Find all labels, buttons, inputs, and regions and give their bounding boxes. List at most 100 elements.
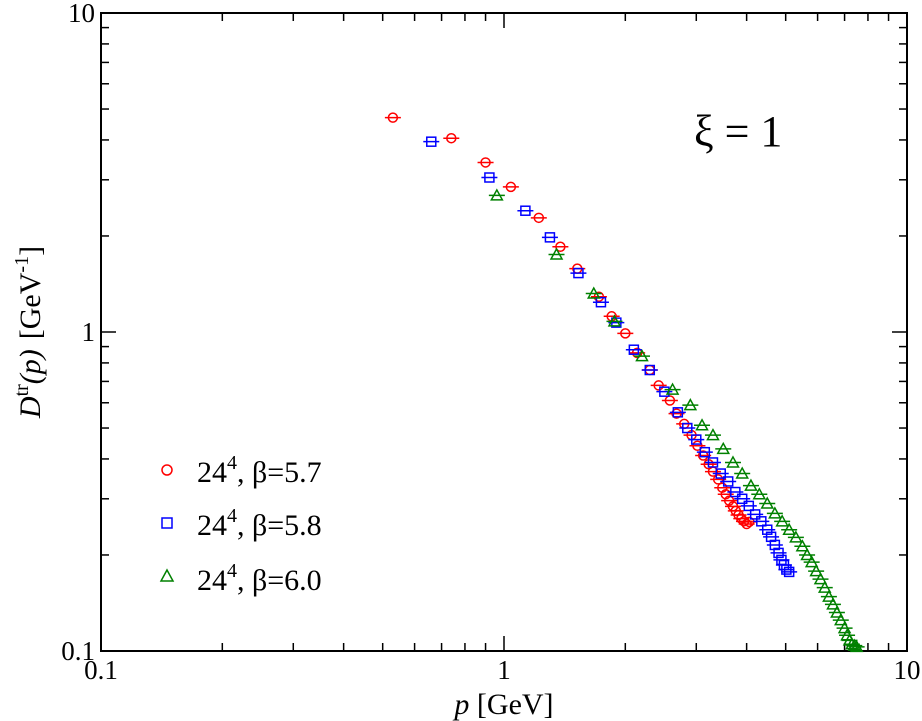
data-point-square [720, 476, 737, 487]
marker-triangle [809, 564, 823, 577]
data-point-triangle [759, 496, 776, 509]
data-point-square [778, 564, 795, 575]
marker-triangle [804, 555, 819, 568]
data-point-triangle [820, 589, 837, 602]
data-point-circle [738, 518, 755, 530]
data-point-triangle [724, 455, 741, 468]
marker-triangle [822, 589, 836, 602]
legend-label: 244, β=6.0 [197, 560, 322, 597]
data-point-triangle [799, 547, 816, 561]
y-tick-labels: 0.1 1 10 [61, 0, 95, 666]
marker-triangle [782, 522, 796, 535]
marker-square [736, 493, 748, 505]
data-point-triangle [787, 530, 804, 543]
xi-annotation: ξ = 1 [694, 107, 782, 156]
marker-circle [533, 212, 545, 224]
data-point-square [696, 446, 713, 458]
data-point-square [592, 296, 609, 308]
data-point-circle [617, 328, 634, 339]
data-point-square [481, 172, 498, 183]
marker-square [484, 172, 495, 183]
data-point-circle [443, 132, 460, 144]
marker-circle [653, 380, 664, 391]
marker-square [628, 344, 640, 355]
data-point-square [688, 434, 705, 445]
data-point-triangle [812, 572, 829, 585]
data-point-triangle [781, 522, 798, 535]
marker-circle [593, 291, 605, 302]
legend-label: 244, β=5.7 [197, 452, 322, 489]
data-point-square [517, 205, 534, 216]
marker-triangle [813, 572, 828, 585]
y-tick-label: 10 [68, 0, 95, 28]
marker-triangle [817, 580, 832, 593]
data-point-square [734, 493, 751, 505]
marker-circle [741, 518, 752, 530]
data-point-triangle [633, 349, 650, 362]
marker-circle [480, 157, 491, 168]
marker-circle [664, 395, 676, 406]
marker-triangle [683, 398, 698, 411]
legend-label: 244, β=5.8 [197, 505, 322, 542]
data-point-square [766, 539, 783, 551]
marker-circle [671, 408, 682, 419]
marker-square [672, 407, 684, 418]
svg-text:Dtr(p)[GeV-1]: Dtr(p) [GeV-1] [11, 246, 47, 419]
marker-square [773, 547, 784, 559]
data-point-triangle [488, 188, 505, 201]
marker-square [682, 422, 693, 434]
data-point-square [747, 509, 764, 520]
data-point-triangle [548, 247, 565, 260]
marker-square [544, 232, 556, 243]
data-point-square [669, 407, 686, 418]
data-point-triangle [808, 564, 825, 577]
marker-circle [505, 181, 517, 193]
data-point-triangle [734, 466, 751, 479]
data-point-triangle [816, 580, 833, 593]
data-point-circle [384, 112, 401, 123]
marker-circle [555, 241, 566, 253]
x-tick-label: 0.1 [84, 655, 118, 685]
legend-marker-square [161, 517, 173, 529]
marker-square [644, 364, 656, 376]
marker-circle [446, 132, 457, 144]
data-point-triangle [832, 613, 849, 626]
data-point-triangle [774, 514, 791, 527]
data-point-triangle [715, 441, 732, 455]
data-point-triangle [682, 398, 699, 411]
x-axis-title: p [GeV] [452, 688, 553, 721]
marker-triangle [800, 547, 814, 561]
y-axis-title: Dtr(p) [GeV-1] [11, 246, 47, 419]
x-tick-label: 10 [894, 655, 921, 685]
data-point-square [625, 344, 642, 355]
marker-triangle [607, 314, 622, 327]
marker-triangle [849, 639, 864, 653]
marker-square [722, 476, 734, 487]
y-axis-var: D [14, 396, 47, 419]
marker-triangle [665, 382, 680, 395]
marker-square [699, 446, 711, 458]
marker-triangle [735, 466, 749, 479]
marker-square [743, 500, 755, 512]
data-point-circle [502, 181, 519, 193]
marker-triangle [837, 621, 852, 634]
marker-triangle [744, 478, 758, 491]
marker-triangle [768, 506, 782, 519]
data-point-square [712, 468, 729, 479]
marker-circle [692, 440, 703, 451]
marker-square [715, 468, 726, 479]
data-point-triangle [848, 639, 865, 653]
marker-square [426, 136, 437, 147]
data-point-circle [552, 241, 569, 253]
y-tick-label: 0.1 [61, 636, 95, 666]
data-points [384, 112, 865, 653]
data-point-square [753, 516, 770, 527]
marker-triangle [706, 428, 720, 441]
marker-square [730, 486, 741, 498]
x-axis-unit: [GeV] [477, 688, 554, 721]
x-axis-var: p [452, 688, 469, 721]
data-point-circle [695, 450, 712, 461]
marker-square [769, 539, 781, 551]
data-point-triangle [824, 597, 841, 610]
